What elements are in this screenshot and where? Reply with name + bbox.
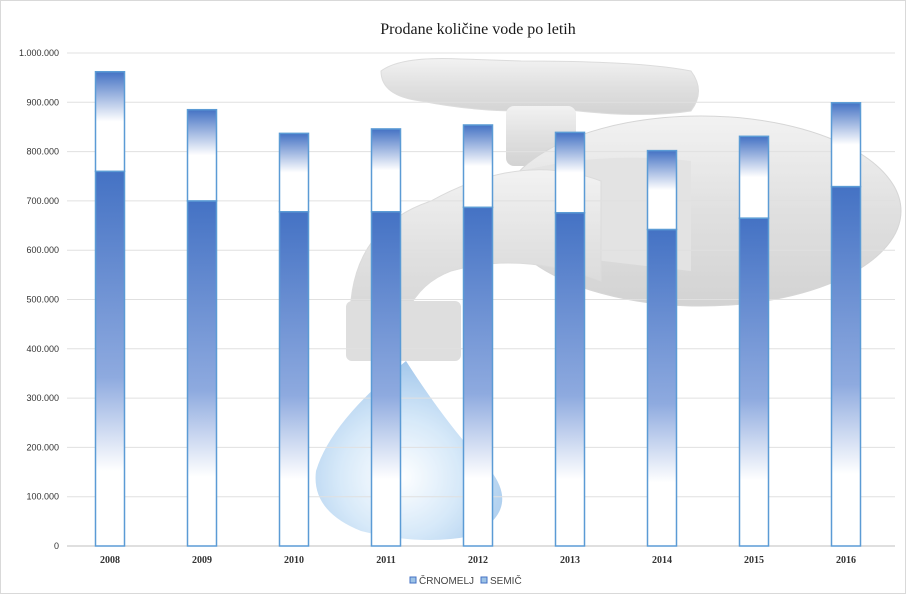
x-tick-label: 2010 — [284, 555, 304, 566]
y-tick-label: 0 — [54, 541, 59, 551]
legend-swatch-semic — [480, 576, 488, 584]
chart-title: Prodane količine vode po letih — [380, 21, 576, 38]
legend: ČRNOMELJ SEMIČ — [409, 574, 522, 587]
x-tick-label: 2016 — [836, 555, 856, 566]
y-tick-label: 1.000.000 — [19, 48, 59, 58]
bar-crnomelj-2012 — [462, 206, 494, 547]
y-tick-label: 500.000 — [26, 295, 59, 305]
bar-semic-2011 — [370, 128, 402, 213]
y-axis-ticks: 0 100.000 200.000 300.000 400.000 500.000 600.… — [19, 48, 59, 551]
bar-crnomelj-2008 — [94, 170, 126, 547]
bar-semic-2012 — [462, 124, 494, 209]
x-tick-label: 2013 — [560, 555, 580, 566]
x-tick-label: 2009 — [192, 555, 212, 566]
y-tick-label: 600.000 — [26, 245, 59, 255]
bar-crnomelj-2011 — [370, 210, 402, 547]
bar-semic-2008 — [94, 70, 126, 173]
y-tick-label: 300.000 — [26, 393, 59, 403]
x-tick-label: 2011 — [376, 555, 395, 566]
bar-crnomelj-2015 — [738, 217, 770, 547]
bar-semic-2016 — [830, 102, 862, 188]
legend-label-crnomelj: ČRNOMELJ — [419, 574, 474, 587]
y-tick-label: 200.000 — [26, 442, 59, 452]
bar-crnomelj-2010 — [278, 210, 310, 547]
bars — [94, 70, 862, 547]
bar-semic-2010 — [278, 132, 310, 213]
bar-crnomelj-2009 — [186, 200, 218, 547]
y-tick-label: 900.000 — [26, 97, 59, 107]
y-tick-label: 100.000 — [26, 492, 59, 502]
x-axis-ticks: 2008 2009 2010 2011 2012 2013 2014 2015 2016 — [100, 555, 856, 566]
bar-crnomelj-2014 — [646, 228, 678, 547]
x-tick-label: 2015 — [744, 555, 764, 566]
y-tick-label: 400.000 — [26, 344, 59, 354]
bar-crnomelj-2013 — [554, 211, 586, 547]
legend-label-semic: SEMIČ — [490, 574, 522, 587]
legend-swatch-crnomelj — [409, 576, 417, 584]
bar-crnomelj-2016 — [830, 185, 862, 547]
y-tick-label: 800.000 — [26, 147, 59, 157]
bar-semic-2014 — [646, 149, 678, 231]
y-tick-label: 700.000 — [26, 196, 59, 206]
x-tick-label: 2014 — [652, 555, 672, 566]
x-tick-label: 2008 — [100, 555, 120, 566]
bar-semic-2015 — [738, 135, 770, 219]
x-tick-label: 2012 — [468, 555, 488, 566]
bar-semic-2013 — [554, 131, 586, 214]
bar-semic-2009 — [186, 108, 218, 202]
